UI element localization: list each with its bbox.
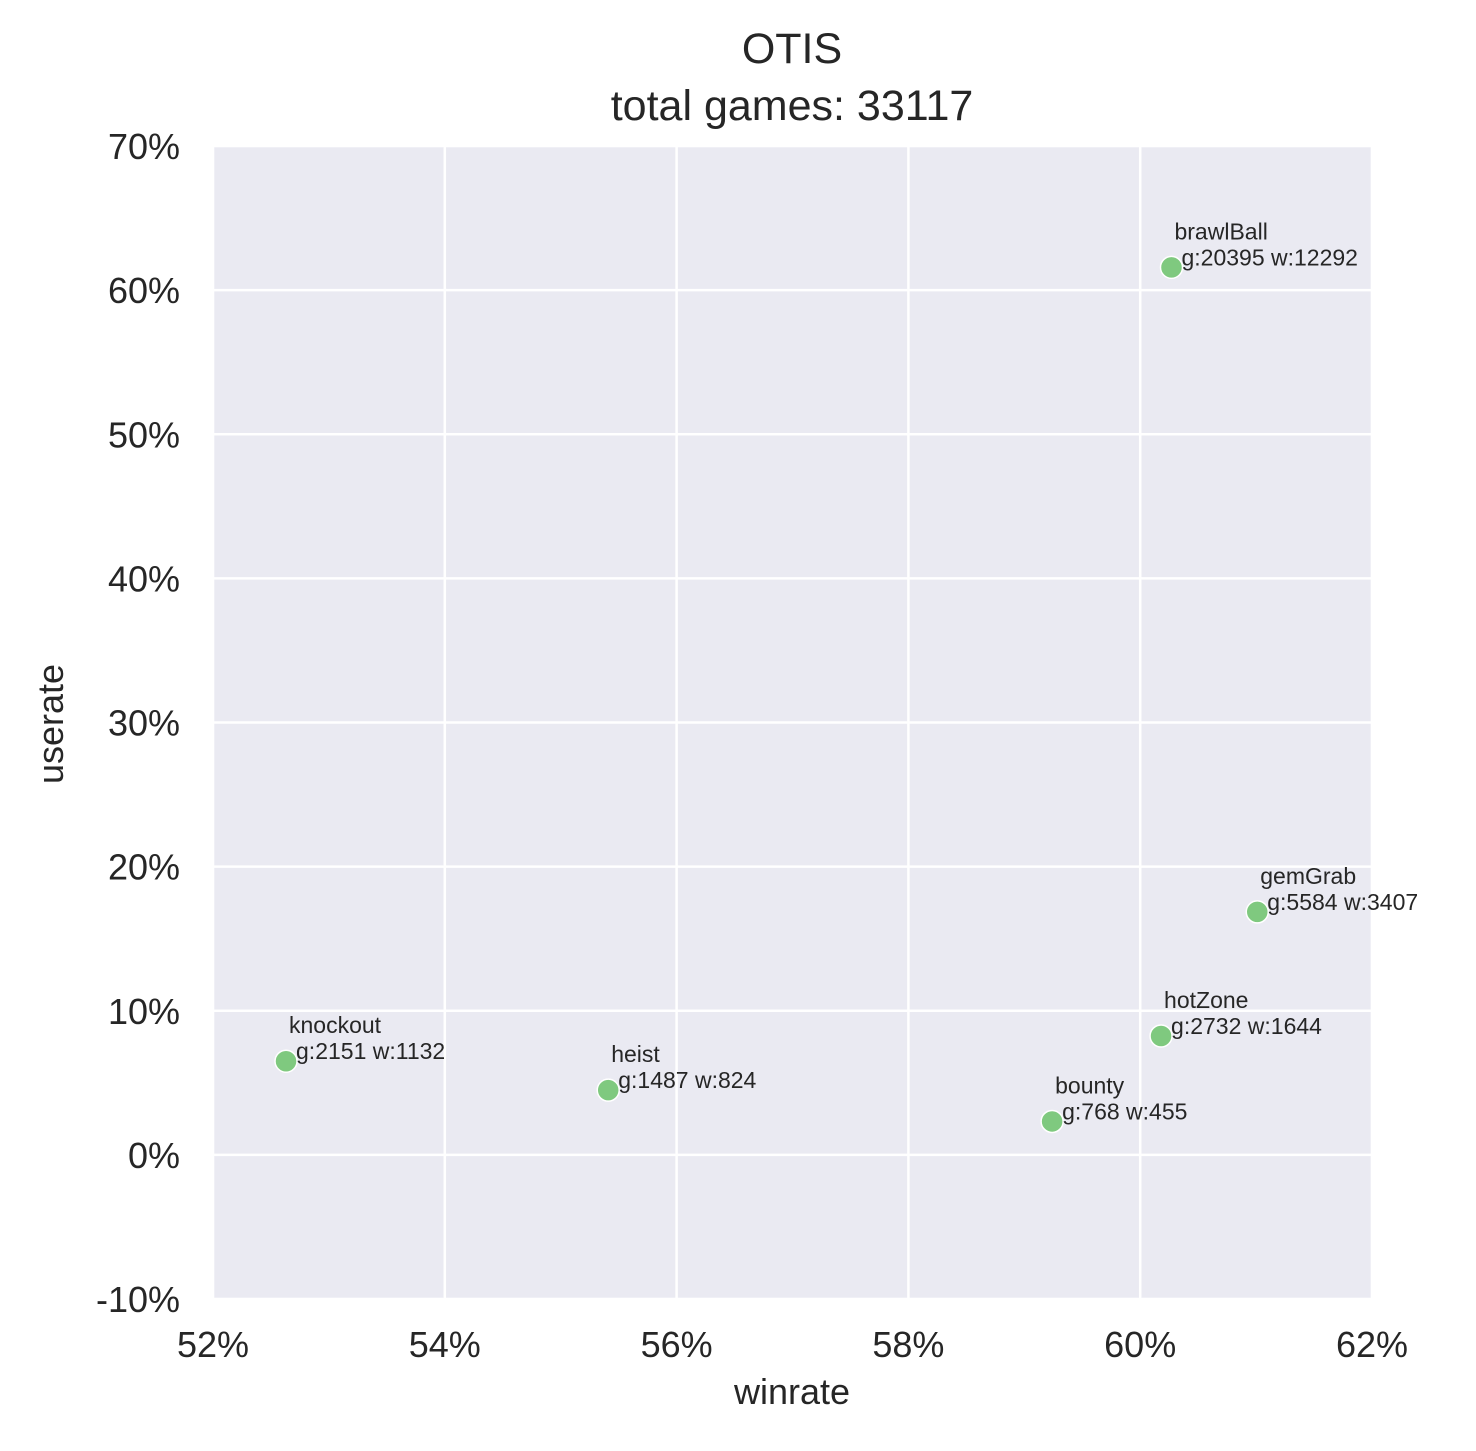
y-tick-label: 30% (108, 703, 180, 744)
grid (211, 144, 1374, 1301)
x-axis-label: winrate (733, 1371, 850, 1412)
point-name-label: brawlBall (1174, 218, 1267, 244)
y-tick-label: 20% (108, 847, 180, 888)
x-tick-label: 62% (1336, 1324, 1408, 1365)
point-stats-label: g:5584 w:3407 (1267, 889, 1418, 915)
point-name-label: hotZone (1164, 987, 1248, 1013)
point-name-label: bounty (1055, 1072, 1125, 1098)
y-tick-label: 50% (108, 414, 180, 455)
data-point (1040, 1109, 1064, 1134)
point-stats-label: g:2732 w:1644 (1171, 1013, 1322, 1039)
y-tick-label: -10% (96, 1279, 180, 1320)
x-tick-label: 54% (409, 1324, 481, 1365)
point-stats-label: g:768 w:455 (1062, 1098, 1187, 1124)
point-name-label: heist (611, 1041, 660, 1067)
x-tick-label: 60% (1104, 1324, 1176, 1365)
y-tick-label: 70% (108, 126, 180, 167)
axis-ticks: 52% 54% 56% 58% 60% 62% -10% 0% 10% 20% 30% 40% 50% 6… (96, 126, 1408, 1365)
x-tick-label: 58% (872, 1324, 944, 1365)
point-name-label: knockout (289, 1012, 382, 1038)
chart-title: OTIS (742, 25, 842, 73)
x-tick-label: 52% (177, 1324, 249, 1365)
y-tick-label: 60% (108, 270, 180, 311)
point-stats-label: g:20395 w:12292 (1181, 244, 1358, 270)
data-point (596, 1078, 620, 1102)
chart-subtitle: total games: 33117 (611, 82, 974, 130)
point-stats-label: g:1487 w:824 (618, 1067, 756, 1093)
data-point (1159, 255, 1184, 280)
y-axis-label: userate (30, 664, 71, 784)
y-tick-label: 10% (108, 991, 180, 1032)
data-point (1149, 1024, 1173, 1048)
data-point (1245, 900, 1270, 924)
data-point (274, 1049, 298, 1073)
y-tick-label: 40% (108, 558, 180, 599)
point-stats-label: g:2151 w:1132 (296, 1038, 445, 1064)
point-name-label: gemGrab (1260, 863, 1356, 889)
y-tick-label: 0% (128, 1135, 180, 1176)
x-tick-label: 56% (641, 1324, 713, 1365)
